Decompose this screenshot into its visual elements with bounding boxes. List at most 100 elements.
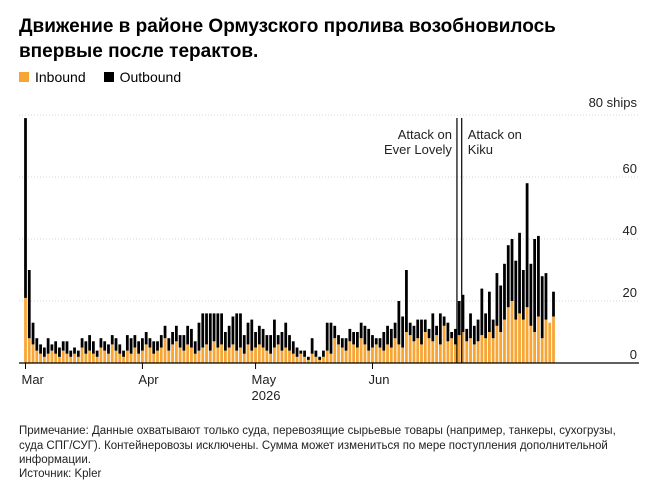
bar-inbound	[420, 344, 423, 363]
bar-outbound	[273, 319, 276, 348]
bar-inbound	[156, 350, 159, 363]
bar-inbound	[118, 353, 122, 363]
bar-inbound	[371, 347, 374, 363]
bar-outbound	[220, 313, 223, 345]
bar-inbound	[491, 338, 495, 363]
bar-inbound	[205, 344, 208, 363]
bar-outbound	[257, 325, 261, 345]
bar-inbound	[465, 341, 469, 363]
bar-outbound	[186, 325, 190, 345]
bar-outbound	[122, 350, 125, 357]
bar-outbound	[552, 291, 555, 317]
bar-outbound	[190, 328, 193, 348]
bar-inbound	[401, 347, 405, 363]
bar-inbound	[322, 356, 325, 363]
y-axis: 0 20 40 60 80 ships	[589, 95, 638, 362]
bar-inbound	[367, 350, 371, 363]
bar-outbound	[212, 313, 216, 342]
bar-outbound	[348, 328, 352, 342]
bar-inbound	[446, 341, 450, 363]
bar-inbound	[95, 356, 99, 363]
bar-outbound	[50, 344, 54, 351]
bar-inbound	[46, 353, 50, 363]
bar-outbound	[514, 260, 518, 320]
bar-outbound	[442, 316, 446, 326]
bar-inbound	[103, 350, 107, 363]
bar-inbound	[476, 341, 480, 363]
bar-inbound	[503, 319, 506, 363]
bar-inbound	[514, 319, 518, 363]
bar-outbound	[163, 325, 167, 339]
bar-inbound	[186, 344, 190, 363]
bar-inbound	[42, 356, 46, 363]
bar-inbound	[450, 338, 454, 363]
bar-inbound	[521, 319, 525, 363]
bar-inbound	[423, 332, 427, 363]
bar-outbound	[405, 270, 408, 332]
bar-outbound	[27, 270, 31, 339]
bar-outbound	[518, 232, 521, 314]
bar-outbound	[193, 341, 197, 354]
bar-inbound	[54, 353, 58, 363]
bar-outbound	[178, 335, 182, 348]
bar-inbound	[352, 344, 355, 363]
bar-outbound	[167, 338, 171, 351]
bar-inbound	[488, 332, 491, 363]
bar-outbound	[107, 344, 110, 354]
bar-outbound	[137, 341, 141, 354]
bar-outbound	[476, 319, 480, 342]
bar-outbound	[159, 335, 163, 348]
bar-inbound	[273, 347, 276, 363]
legend-swatch-inbound	[19, 72, 29, 82]
bar-inbound	[125, 350, 129, 363]
bar-outbound	[231, 316, 235, 345]
bar-outbound	[337, 335, 340, 345]
bar-inbound	[73, 353, 76, 363]
bar-outbound	[423, 319, 427, 332]
bar-outbound	[141, 338, 144, 351]
y-unit-label: 80 ships	[589, 95, 638, 110]
bar-inbound	[99, 347, 103, 363]
bar-outbound	[42, 347, 46, 357]
annotation-label-line: Kiku	[468, 142, 493, 157]
bar-inbound	[231, 344, 235, 363]
bar-inbound	[337, 344, 340, 363]
bar-inbound	[141, 350, 144, 363]
bar-inbound	[27, 338, 31, 363]
bar-outbound	[299, 350, 303, 354]
y-tick-label: 0	[630, 347, 637, 362]
bar-inbound	[291, 353, 295, 363]
bar-outbound	[95, 350, 99, 357]
bar-outbound	[461, 294, 465, 332]
bar-outbound	[306, 356, 310, 360]
bar-inbound	[280, 350, 284, 363]
bar-inbound	[178, 347, 182, 363]
bar-outbound	[46, 338, 50, 354]
bar-inbound	[190, 347, 193, 363]
bar-outbound	[510, 239, 514, 301]
bar-outbound	[182, 335, 186, 351]
bar-outbound	[118, 344, 122, 354]
bar-inbound	[457, 335, 461, 363]
bar-outbound	[261, 328, 265, 348]
bar-outbound	[438, 313, 442, 345]
bar-outbound	[284, 322, 288, 348]
bar-inbound	[174, 341, 178, 363]
bar-inbound	[171, 344, 174, 363]
bar-outbound	[99, 338, 103, 348]
bar-outbound	[235, 313, 239, 351]
bar-outbound	[156, 341, 159, 351]
bar-inbound	[295, 356, 299, 363]
bar-inbound	[318, 359, 322, 363]
bar-inbound	[88, 350, 91, 363]
bar-inbound	[506, 307, 510, 363]
bar-outbound	[269, 335, 273, 354]
bar-outbound	[310, 338, 314, 354]
bar-outbound	[76, 350, 80, 357]
bar-inbound	[529, 325, 533, 363]
bar-outbound	[303, 350, 306, 357]
legend-item-outbound: Outbound	[103, 69, 181, 85]
bar-outbound	[88, 335, 91, 351]
legend-item-inbound: Inbound	[19, 69, 86, 85]
